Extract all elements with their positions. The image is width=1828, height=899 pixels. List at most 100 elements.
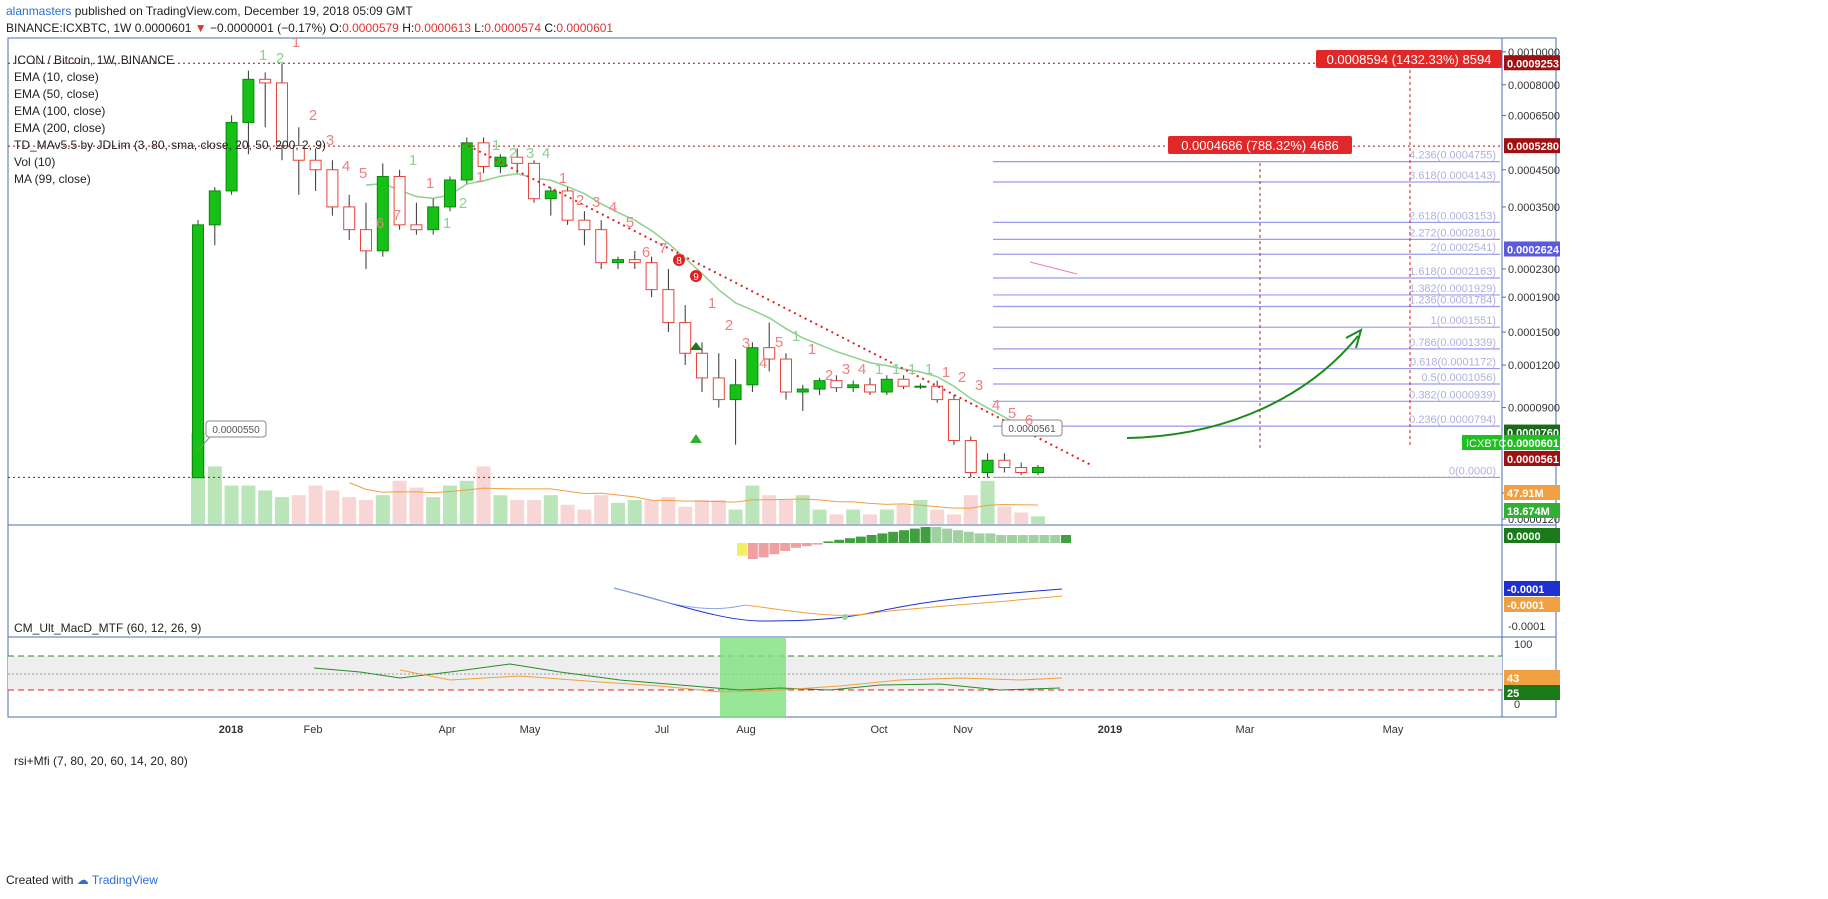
volume-bar <box>627 500 642 524</box>
macd-hist-bar <box>909 528 920 543</box>
macd-hist-bar <box>769 543 780 555</box>
volume-bar <box>207 466 222 524</box>
tag-vol-ma: 47.91M <box>1507 488 1544 500</box>
candle <box>528 162 540 200</box>
volume-bar <box>829 514 844 524</box>
legend-title: ICON / Bitcoin, 1W, BINANCE <box>14 53 175 67</box>
macd-hist-bar <box>920 527 931 543</box>
volume-bar <box>678 506 693 524</box>
legend-item-ema100[interactable]: EMA (100, close) <box>14 104 106 118</box>
candle <box>427 206 440 231</box>
candle <box>1015 466 1028 474</box>
candle <box>376 175 389 252</box>
legend-item-ema10[interactable]: EMA (10, close) <box>14 70 99 84</box>
fib-level-label: 0.618(0.0001172) <box>1410 357 1496 369</box>
td-count-label: 4 <box>609 199 617 216</box>
td-9-marker <box>690 270 702 282</box>
candle <box>679 322 692 354</box>
td-count-label: 3 <box>326 132 334 149</box>
td-count-label: 1 <box>409 152 417 169</box>
chart-canvas[interactable]: 4.236(0.0004755) 3.618(0.0004143) 2.618(0.… <box>0 0 1828 855</box>
tag-top-level: 0.0009253 <box>1507 58 1559 70</box>
td-count-label: 4 <box>759 355 767 372</box>
legend-item-ema50[interactable]: EMA (50, close) <box>14 87 99 101</box>
price-tick-label: 0.0003500 <box>1508 202 1560 214</box>
fib-level-label: 2(0.0002541) <box>1431 242 1496 254</box>
candle <box>595 229 608 264</box>
candle <box>830 380 843 389</box>
candle <box>813 380 826 390</box>
volume-bar <box>611 502 625 524</box>
price-tick-label: 0.0008000 <box>1508 80 1560 92</box>
symbol-tag: ICXBTC <box>1466 438 1506 450</box>
macd-hist-bar <box>1007 535 1017 543</box>
price-tick-label: 0.0002300 <box>1508 264 1560 276</box>
td-count-label: 4 <box>542 145 550 162</box>
candle <box>712 377 725 401</box>
td-count-label: 2 <box>825 367 833 384</box>
macd-hist-bar <box>1050 535 1061 543</box>
macd-hist-bar <box>1039 535 1050 543</box>
td-count-label: 5 <box>359 165 367 182</box>
tag-vol-box <box>1504 503 1560 518</box>
td-count-label: 4 <box>342 158 350 175</box>
candle <box>276 82 288 147</box>
candle <box>259 78 272 84</box>
big-move-box <box>1316 50 1502 68</box>
macd-hist-bar <box>1017 535 1028 543</box>
candle <box>746 347 759 386</box>
tradingview-logo-icon: ☁ <box>76 873 89 887</box>
fib-level-label: 1.382(0.0001929) <box>1409 283 1496 295</box>
cross-dot-icon <box>842 614 848 620</box>
td-count-label: 4 <box>992 397 1000 414</box>
volume-bar <box>342 497 357 524</box>
candle <box>494 156 507 168</box>
volume-bar <box>980 480 995 524</box>
candle <box>393 175 406 226</box>
td-count-label: 1 <box>808 341 816 358</box>
buy-arrow-icon <box>690 434 702 443</box>
volume-bar <box>560 504 575 524</box>
td-count-label: 3 <box>526 145 534 162</box>
mid-move-box <box>1168 136 1352 154</box>
rsi-tag-mfi-box <box>1504 670 1560 685</box>
fib-level-label: 1(0.0001551) <box>1431 315 1496 327</box>
tradingview-link[interactable]: TradingView <box>91 873 158 887</box>
price-tick-label: 0.0006500 <box>1508 110 1560 122</box>
macd-tag-macd-box <box>1504 581 1560 596</box>
volume-bar <box>224 485 239 524</box>
volume-bar <box>661 497 676 524</box>
time-tick-label: Oct <box>870 724 887 736</box>
fib-level-label: 0.786(0.0001339) <box>1409 337 1496 349</box>
volume-bar <box>879 509 894 524</box>
macd-hist-bar <box>888 531 899 543</box>
publish-info: published on TradingView.com, December 1… <box>74 4 413 18</box>
macd-hist-bar <box>877 533 888 543</box>
legend-item-vol[interactable]: Vol (10) <box>14 155 56 169</box>
legend-item-td[interactable]: TD_MAv5.5 by JDLim (3, 80, sma, close, 2… <box>14 138 326 152</box>
macd-hist-bar <box>974 533 985 543</box>
fib-level-label: 1.236(0.0001784) <box>1409 294 1496 306</box>
volume-bar <box>291 495 306 524</box>
legend-item-ema200[interactable]: EMA (200, close) <box>14 121 106 135</box>
arrow-head-icon <box>1345 328 1363 349</box>
candle <box>931 385 944 401</box>
macd-hist-bar <box>866 535 877 543</box>
candle <box>444 179 456 208</box>
td-count-label: 2 <box>958 369 966 386</box>
tag-fib-box <box>1504 241 1560 257</box>
author-link[interactable]: alanmasters <box>6 4 72 18</box>
macd-tag-zero-box <box>1504 528 1560 543</box>
td-8-label: 8 <box>676 256 682 267</box>
td-count-label: 6 <box>1025 412 1033 429</box>
td-count-label: 5 <box>626 214 634 231</box>
td-count-label: 1 <box>492 137 500 154</box>
fib-level-label: 0(0.0000) <box>1449 465 1496 477</box>
macd-hist-bar <box>1061 535 1071 543</box>
close-label: C: <box>544 21 557 35</box>
td-8-marker <box>673 254 685 266</box>
macd-hist-bar <box>812 543 823 545</box>
macd-hist-bar <box>963 531 974 543</box>
legend-item-ma[interactable]: MA (99, close) <box>14 172 91 186</box>
time-tick-label: Apr <box>438 724 455 736</box>
